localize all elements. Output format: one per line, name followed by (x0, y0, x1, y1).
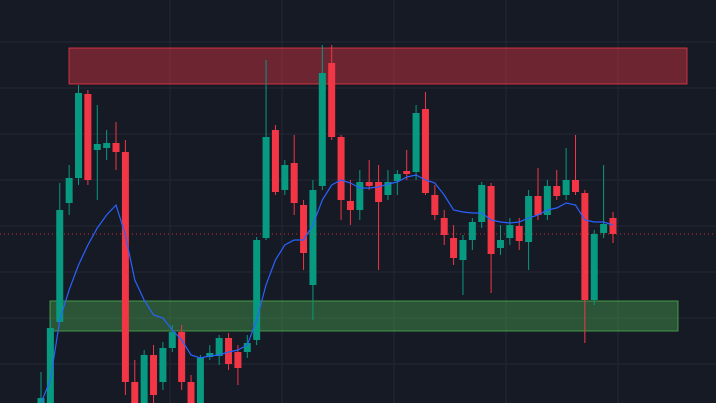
candle-body (37, 398, 45, 403)
candle-body (103, 143, 111, 148)
moving-average (40, 174, 614, 403)
candle-body (281, 165, 289, 190)
candle-body (515, 226, 523, 241)
candle-body (159, 348, 167, 382)
candle-body (496, 240, 504, 248)
candle-body (187, 382, 195, 403)
candle-body (553, 186, 561, 196)
candle-body (140, 355, 148, 403)
candle-body (253, 240, 261, 340)
candle-body (365, 182, 373, 186)
candle-body (571, 180, 579, 192)
candle-body (581, 193, 589, 300)
candle-body (243, 343, 251, 352)
candle-body (206, 353, 214, 357)
candle-body (215, 338, 223, 356)
candle-body (459, 240, 467, 260)
candle-body (393, 174, 401, 181)
candle-body (450, 238, 458, 258)
candle-body (196, 358, 204, 403)
candle-body (178, 332, 186, 382)
candle-body (384, 182, 392, 195)
candle-body (534, 196, 542, 215)
candle-body (225, 338, 233, 364)
candle-body (65, 178, 73, 203)
candle-body (46, 328, 54, 403)
candle-body (403, 171, 411, 174)
candle-body (121, 152, 129, 382)
candle-body (131, 382, 139, 403)
candle-body (506, 225, 514, 238)
candle-body (309, 190, 317, 285)
candle-body (318, 73, 326, 186)
candle-body (590, 234, 598, 300)
candle-body (262, 137, 270, 238)
zone (49, 300, 679, 332)
candle-body (468, 222, 476, 240)
candle-body (234, 352, 242, 368)
candle-body (478, 185, 486, 222)
candle-body (75, 93, 83, 178)
candle-body (412, 113, 420, 172)
candle-body (431, 195, 439, 215)
candle-body (525, 196, 533, 242)
candle-body (562, 180, 570, 195)
candle-body (112, 143, 120, 152)
candle-body (337, 137, 345, 200)
candle-body (271, 130, 279, 192)
candle-body (421, 109, 429, 193)
candle-body (84, 94, 92, 180)
candle-body (543, 186, 551, 215)
candle-body (328, 63, 336, 137)
candle-body (600, 224, 608, 233)
candle-body (150, 355, 158, 395)
candle-body (168, 332, 176, 348)
candle-body (375, 182, 383, 202)
candle-body (300, 205, 308, 253)
zone (68, 47, 688, 85)
candle-body (440, 218, 448, 235)
candle-body (290, 163, 298, 203)
candle-body (93, 144, 101, 150)
candle-body (356, 182, 364, 210)
candle-body (346, 201, 354, 210)
candle-body (609, 218, 617, 234)
candle-body (56, 210, 64, 322)
